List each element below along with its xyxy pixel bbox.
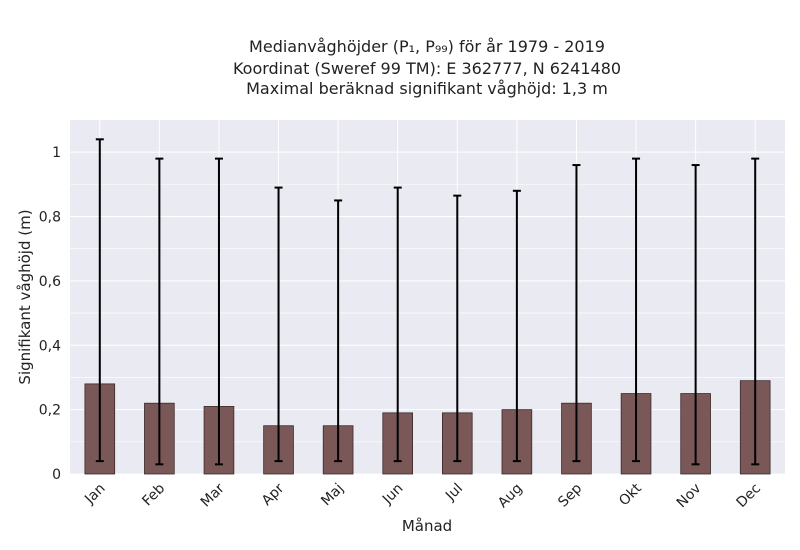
error-bar-dec	[751, 157, 760, 466]
y-tick-label: 0,2	[39, 403, 61, 419]
title-line-1: Medianvåghöjder (P₁, P₉₉) för år 1979 - …	[249, 37, 605, 56]
error-bar-mar	[214, 157, 223, 466]
error-bar-nov	[691, 164, 700, 466]
y-tick-labels: 0 0,2 0,4 0,6 0,8 1	[39, 145, 61, 483]
x-tick-label-dec: Dec	[734, 481, 764, 511]
x-tick-label-jun: Jun	[379, 481, 406, 508]
y-tick-label: 1	[52, 145, 61, 161]
error-bar-jun	[393, 186, 402, 463]
x-tick-label-jul: Jul	[442, 481, 466, 505]
y-tick-label: 0,4	[39, 338, 61, 354]
x-tick-label-feb: Feb	[139, 480, 168, 509]
x-axis-label: Månad	[402, 517, 452, 535]
error-bar-maj	[334, 199, 343, 463]
x-tick-label-mar: Mar	[198, 480, 228, 510]
x-tick-labels: Jan Feb Mar Apr Maj Jun Jul Aug Sep Okt Nov Dec	[81, 480, 764, 511]
error-bar-okt	[632, 157, 641, 463]
error-bars	[95, 138, 760, 466]
x-tick-label-nov: Nov	[674, 481, 705, 512]
y-axis-label: Signifikant våghöjd (m)	[16, 209, 34, 384]
error-bar-sep	[572, 164, 581, 463]
x-tick-label-maj: Maj	[318, 481, 347, 510]
x-tick-label-apr: Apr	[259, 480, 288, 509]
error-bar-apr	[274, 186, 283, 463]
y-tick-label: 0,8	[39, 210, 61, 226]
plot-area	[70, 120, 785, 474]
error-bar-jul	[453, 194, 462, 463]
error-bar-jan	[95, 138, 104, 463]
title-line-2: Koordinat (Sweref 99 TM): E 362777, N 62…	[233, 59, 621, 78]
y-tick-label: 0	[52, 467, 61, 483]
x-tick-label-aug: Aug	[495, 481, 526, 512]
x-tick-label-jan: Jan	[81, 481, 108, 508]
title-line-3: Maximal beräknad signifikant våghöjd: 1,…	[246, 79, 608, 98]
error-bar-aug	[512, 189, 521, 463]
chart-title: Medianvåghöjder (P₁, P₉₉) för år 1979 - …	[233, 37, 621, 98]
x-tick-label-sep: Sep	[555, 480, 585, 510]
error-bar-feb	[155, 157, 164, 466]
y-tick-label: 0,6	[39, 274, 61, 290]
x-tick-label-okt: Okt	[616, 480, 645, 509]
